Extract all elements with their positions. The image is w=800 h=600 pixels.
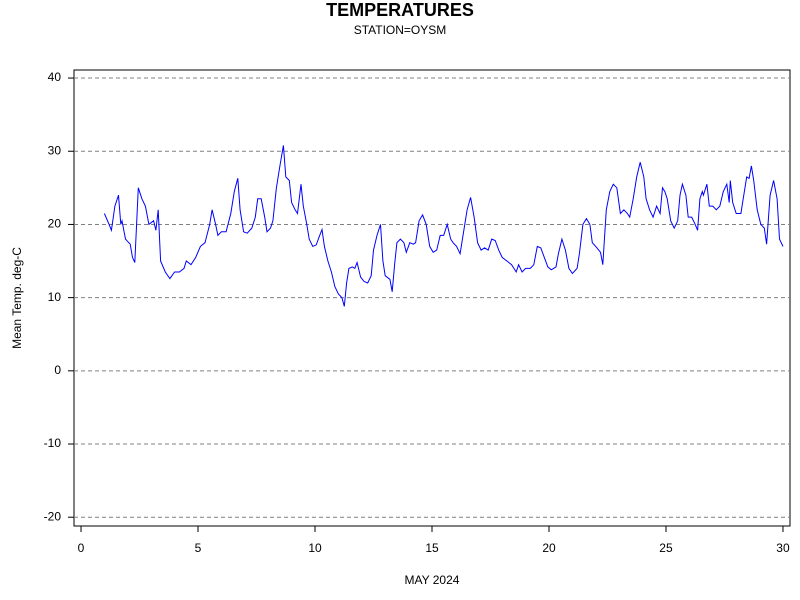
series-line (103, 145, 784, 307)
x-tick-label: 25 (659, 541, 673, 555)
x-tick-label: 15 (425, 541, 439, 555)
chart-subtitle: STATION=OYSM (354, 23, 447, 37)
x-tick-label: 5 (195, 541, 202, 555)
y-tick-label: 0 (54, 363, 61, 377)
x-tick-label: 10 (308, 541, 322, 555)
x-tick-label: 20 (542, 541, 556, 555)
x-tick-label: 0 (78, 541, 85, 555)
x-tick-label: 30 (776, 541, 790, 555)
y-tick-label: 40 (48, 70, 62, 84)
y-axis-label: Mean Temp. deg-C (10, 247, 24, 349)
y-tick-label: 20 (48, 217, 62, 231)
y-tick-label: -10 (44, 436, 62, 450)
y-tick-label: 30 (48, 143, 62, 157)
chart-title: TEMPERATURES (326, 0, 474, 20)
y-tick-label: 10 (48, 290, 62, 304)
y-tick-label: -20 (44, 509, 62, 523)
x-axis-label: MAY 2024 (405, 573, 460, 587)
